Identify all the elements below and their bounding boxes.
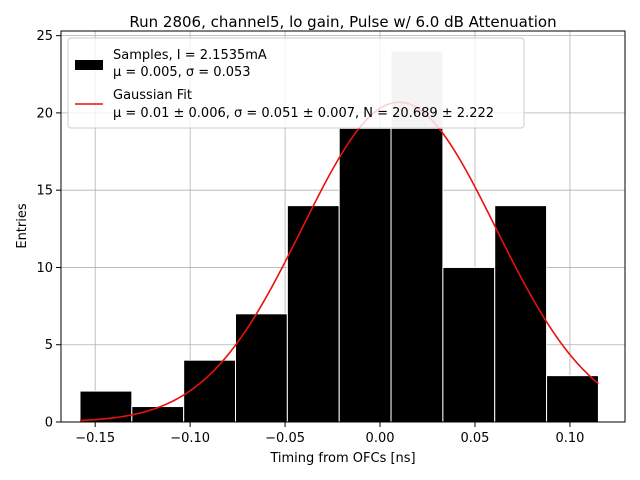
- chart-title: Run 2806, channel5, lo gain, Pulse w/ 6.…: [129, 13, 556, 31]
- y-tick-label-1: 5: [45, 338, 53, 353]
- y-tick-label-3: 15: [36, 184, 53, 199]
- x-tick-label-5: 0.10: [555, 431, 584, 446]
- y-tick-label-5: 25: [36, 29, 53, 44]
- legend-box: [67, 37, 525, 129]
- x-tick-label-4: 0.05: [461, 431, 490, 446]
- x-axis-label: Timing from OFCs [ns]: [269, 451, 415, 466]
- histogram-bar-7: [442, 266, 496, 423]
- legend-samples-label: Samples, I = 2.1535mA: [113, 48, 267, 63]
- histogram-bar-3: [235, 313, 288, 423]
- x-tick-label-1: −0.10: [170, 431, 210, 446]
- histogram-bar-5: [338, 127, 392, 423]
- y-tick-label-0: 0: [45, 416, 53, 431]
- x-tick-label-3: 0.00: [366, 431, 395, 446]
- x-tick-label-2: −0.05: [265, 431, 305, 446]
- legend-samples-swatch: [75, 60, 103, 70]
- y-tick-label-4: 20: [36, 106, 53, 121]
- histogram-bar-8: [494, 205, 548, 423]
- y-axis-label: Entries: [15, 203, 30, 249]
- histogram-bar-1: [131, 406, 185, 423]
- legend-fit-label: Gaussian Fit: [113, 88, 192, 103]
- histogram-bar-4: [286, 205, 340, 423]
- histogram-bar-6-lower: [390, 127, 444, 423]
- legend-samples-stats: μ = 0.005, σ = 0.053: [113, 65, 251, 80]
- histogram-bar-0: [79, 390, 133, 423]
- y-tick-label-2: 10: [36, 261, 53, 276]
- histogram-bar-9: [546, 375, 599, 423]
- y-axis-ticks: 0 5 10 15 20 25: [36, 29, 61, 431]
- legend: Samples, I = 2.1535mA μ = 0.005, σ = 0.0…: [67, 37, 525, 129]
- x-tick-label-0: −0.15: [75, 431, 115, 446]
- plot-frame: [60, 30, 626, 423]
- x-axis-ticks: −0.15 −0.10 −0.05 0.00 0.05 0.10: [75, 422, 584, 446]
- legend-fit-stats: μ = 0.01 ± 0.006, σ = 0.051 ± 0.007, N =…: [113, 106, 494, 121]
- gaussian-fit-line: [79, 101, 599, 422]
- histogram-bar-2: [183, 359, 237, 423]
